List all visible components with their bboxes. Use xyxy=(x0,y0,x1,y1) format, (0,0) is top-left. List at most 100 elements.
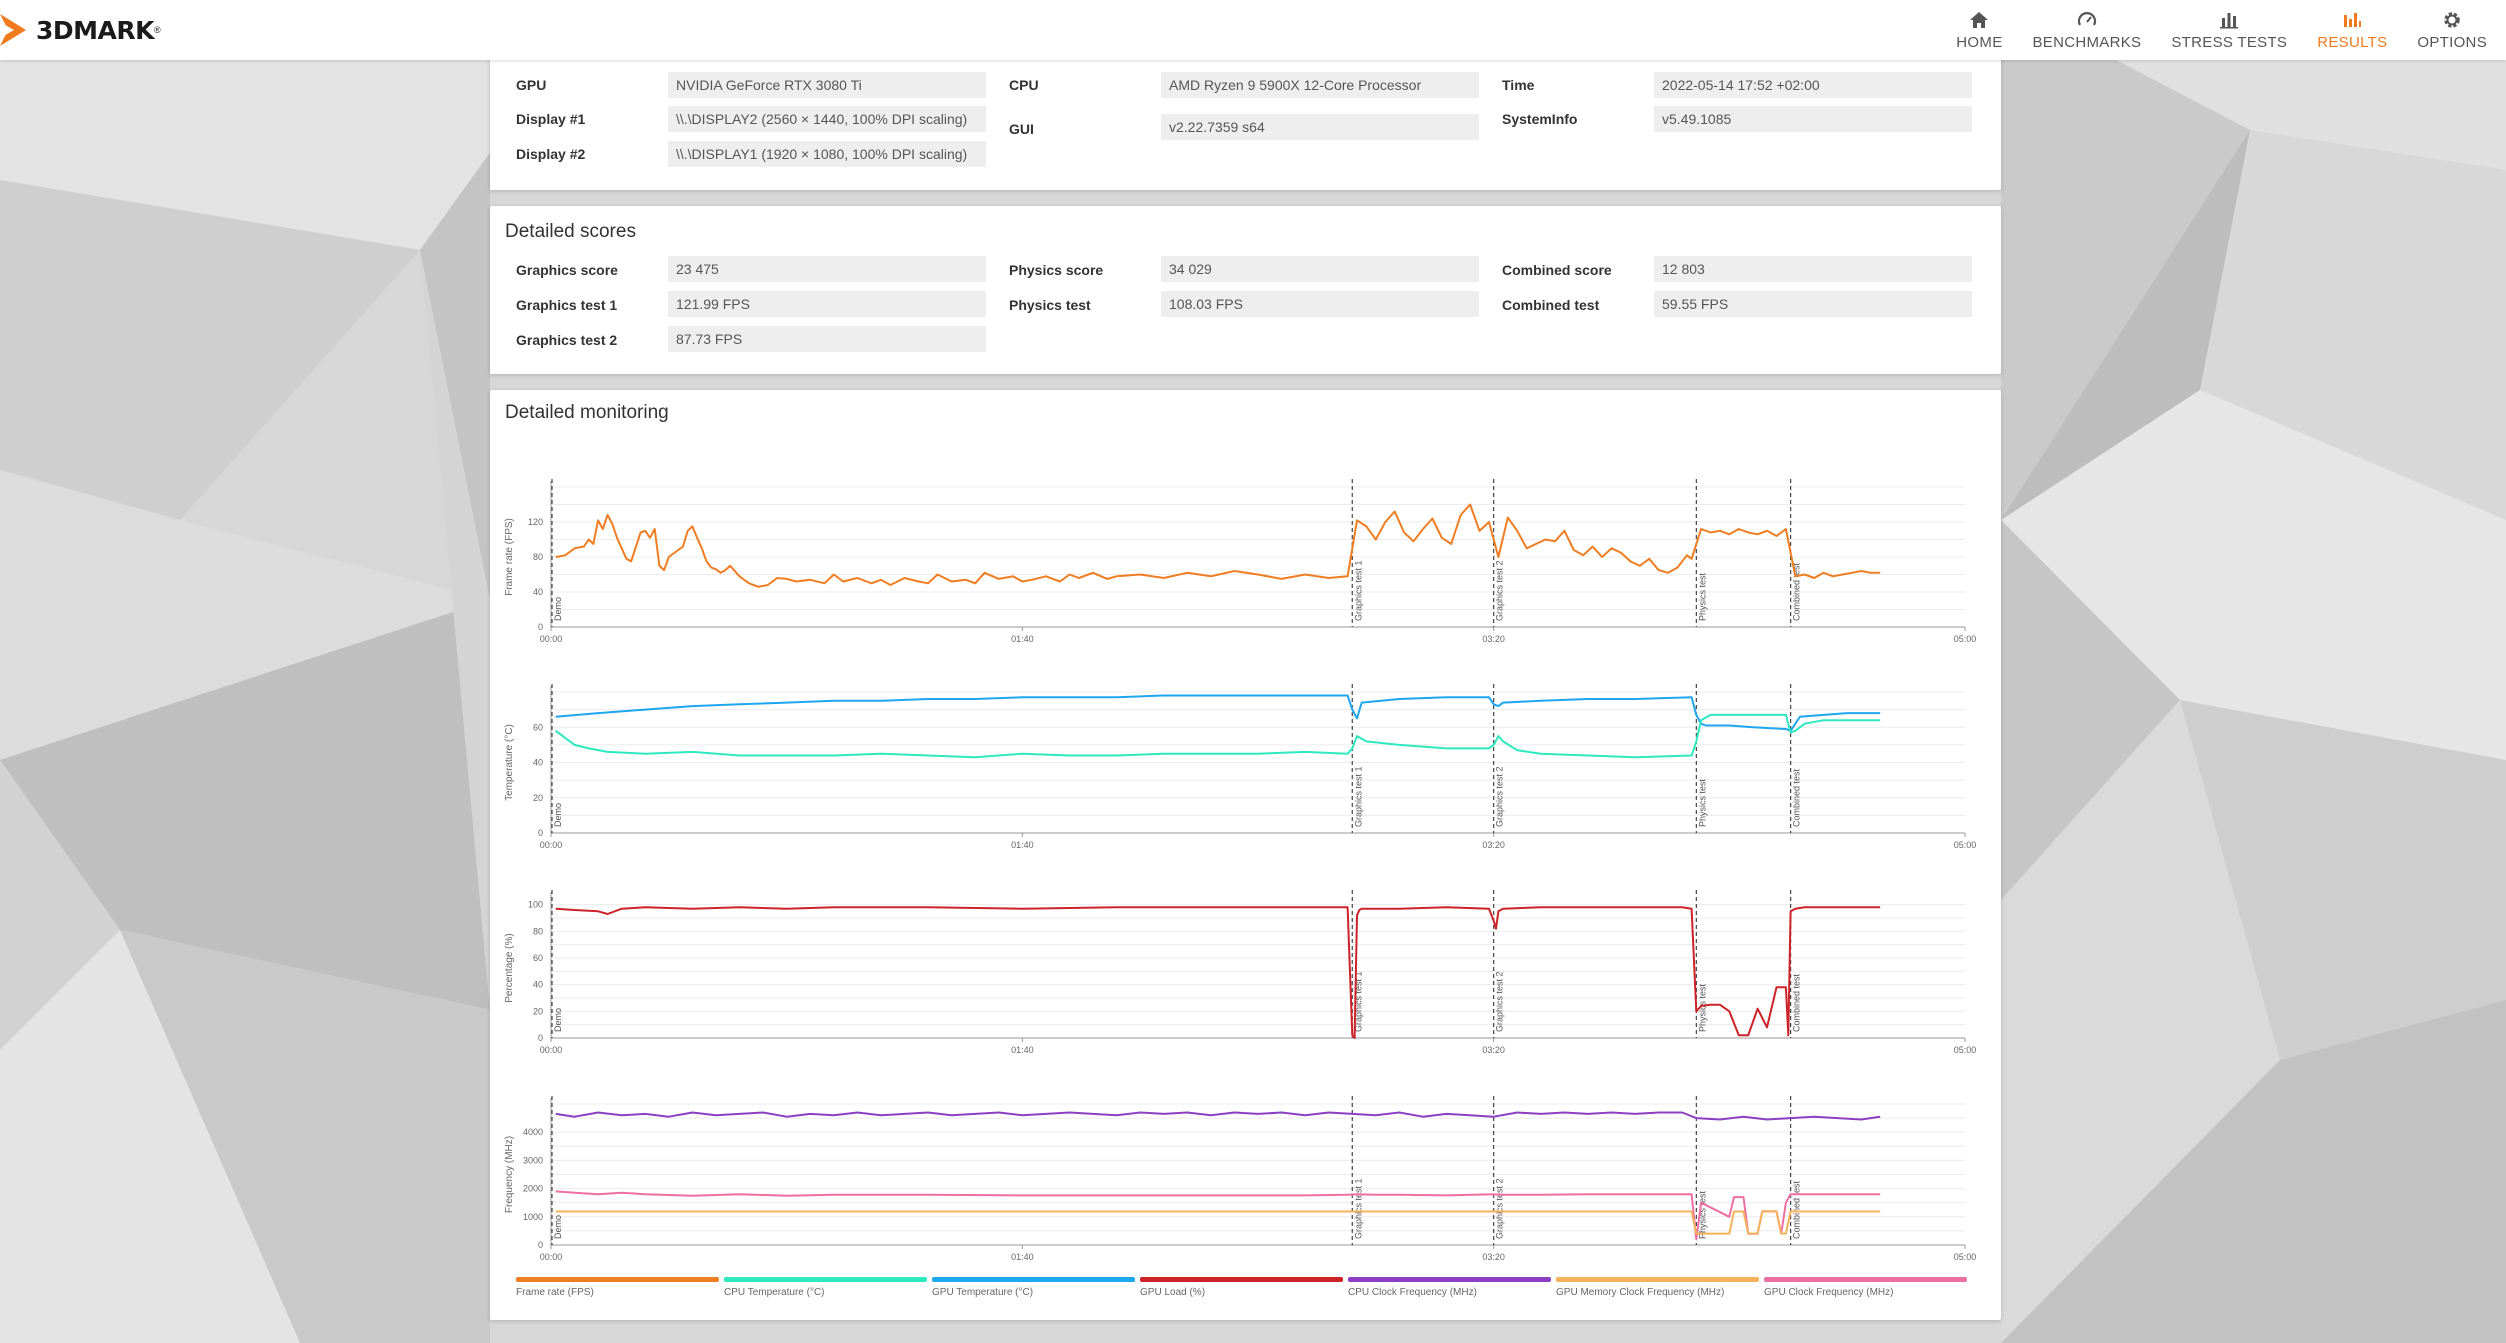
y-tick-label: 0 xyxy=(538,1240,543,1250)
display1-value: \\.\DISPLAY2 (2560 × 1440, 100% DPI scal… xyxy=(668,106,986,132)
y-tick-label: 80 xyxy=(533,926,543,936)
y-tick-label: 0 xyxy=(538,622,543,632)
nav-results-label: RESULTS xyxy=(2317,34,2388,51)
y-tick-label: 20 xyxy=(533,793,543,803)
phase-marker-label: Demo xyxy=(553,1215,563,1239)
y-axis-label: Temperature (°C) xyxy=(504,724,515,801)
x-tick-label: 00:00 xyxy=(540,1045,563,1055)
legend-item[interactable]: GPU Load (%) xyxy=(1140,1277,1343,1298)
time-value: 2022-05-14 17:52 +02:00 xyxy=(1654,72,1972,98)
graphics-test2-value: 87.73 FPS xyxy=(668,326,986,352)
y-tick-label: 40 xyxy=(533,980,543,990)
nav-benchmarks[interactable]: BENCHMARKS xyxy=(2018,0,2157,60)
y-tick-label: 20 xyxy=(533,1006,543,1016)
nav-stress-tests-label: STRESS TESTS xyxy=(2171,34,2288,51)
nav-benchmarks-label: BENCHMARKS xyxy=(2032,34,2142,51)
legend-item[interactable]: GPU Clock Frequency (MHz) xyxy=(1764,1277,1967,1298)
display1-label: Display #1 xyxy=(516,111,586,127)
phase-marker-label: Combined test xyxy=(1792,768,1802,827)
phase-marker-label: Physics test xyxy=(1697,1190,1707,1239)
gpu-value: NVIDIA GeForce RTX 3080 Ti xyxy=(668,72,986,98)
y-tick-label: 40 xyxy=(533,587,543,597)
x-tick-label: 05:00 xyxy=(1954,1252,1977,1262)
gear-icon xyxy=(2444,12,2460,28)
legend-item[interactable]: GPU Memory Clock Frequency (MHz) xyxy=(1556,1277,1759,1298)
legend-swatch xyxy=(1140,1277,1343,1282)
x-tick-label: 05:00 xyxy=(1954,634,1977,644)
bar-chart-icon xyxy=(2220,13,2239,29)
gui-value: v2.22.7359 s64 xyxy=(1161,114,1479,140)
phase-marker-label: Graphics test 1 xyxy=(1353,560,1363,621)
phase-marker-label: Demo xyxy=(553,803,563,827)
nav-results[interactable]: RESULTS xyxy=(2302,0,2402,60)
phase-marker-label: Demo xyxy=(553,597,563,621)
y-tick-label: 3000 xyxy=(523,1155,543,1165)
phase-marker-label: Graphics test 2 xyxy=(1495,766,1505,827)
x-tick-label: 00:00 xyxy=(540,1252,563,1262)
legend-label: Frame rate (FPS) xyxy=(516,1287,594,1298)
cpu-value: AMD Ryzen 9 5900X 12-Core Processor xyxy=(1161,72,1479,98)
x-tick-label: 03:20 xyxy=(1482,634,1505,644)
y-axis-label: Frequency (MHz) xyxy=(504,1136,515,1213)
graphics-test2-label: Graphics test 2 xyxy=(516,332,618,348)
y-axis-label: Percentage (%) xyxy=(504,933,515,1002)
legend-label: GPU Temperature (°C) xyxy=(932,1287,1034,1298)
y-tick-label: 80 xyxy=(533,552,543,562)
legend-item[interactable]: CPU Clock Frequency (MHz) xyxy=(1348,1277,1551,1298)
y-tick-label: 60 xyxy=(533,722,543,732)
x-tick-label: 01:40 xyxy=(1011,1045,1034,1055)
system-info-card: GPU NVIDIA GeForce RTX 3080 Ti Display #… xyxy=(490,55,2001,190)
legend-item[interactable]: GPU Temperature (°C) xyxy=(932,1277,1135,1298)
detailed-monitoring-title: Detailed monitoring xyxy=(505,402,669,423)
legend-label: CPU Temperature (°C) xyxy=(724,1287,825,1298)
legend-item[interactable]: Frame rate (FPS) xyxy=(516,1277,719,1298)
phase-marker-label: Graphics test 1 xyxy=(1353,766,1363,827)
y-tick-label: 0 xyxy=(538,828,543,838)
x-tick-label: 01:40 xyxy=(1011,1252,1034,1262)
legend-swatch xyxy=(516,1277,719,1282)
series-line-gpu-temperature-c xyxy=(555,694,1881,732)
graphics-test1-label: Graphics test 1 xyxy=(516,297,618,313)
combined-test-label: Combined test xyxy=(1502,297,1600,313)
x-tick-label: 01:40 xyxy=(1011,840,1034,850)
app-logo[interactable]: 3DMARK ® xyxy=(0,10,161,50)
phase-marker-label: Graphics test 2 xyxy=(1495,971,1505,1032)
x-tick-label: 03:20 xyxy=(1482,1045,1505,1055)
x-tick-label: 03:20 xyxy=(1482,840,1505,850)
physics-score-label: Physics score xyxy=(1009,262,1104,278)
phase-marker-label: Demo xyxy=(553,1008,563,1032)
y-tick-label: 120 xyxy=(528,517,543,527)
nav-home-label: HOME xyxy=(1956,34,2003,51)
gauge-icon xyxy=(2077,12,2097,26)
main-nav: HOME BENCHMARKS STRESS TESTS xyxy=(1941,0,2502,60)
display2-label: Display #2 xyxy=(516,146,586,162)
phase-marker-label: Combined test xyxy=(1792,562,1802,621)
y-tick-label: 40 xyxy=(533,758,543,768)
series-line-cpu-temperature-c xyxy=(555,713,1881,759)
legend-swatch xyxy=(1556,1277,1759,1282)
series-line-gpu-load xyxy=(555,906,1881,1039)
logo-mark-icon xyxy=(0,14,26,46)
home-icon xyxy=(1970,12,1989,28)
nav-options[interactable]: OPTIONS xyxy=(2402,0,2502,60)
x-tick-label: 00:00 xyxy=(540,634,563,644)
physics-score-value: 34 029 xyxy=(1161,256,1479,282)
y-tick-label: 2000 xyxy=(523,1184,543,1194)
graphics-score-value: 23 475 xyxy=(668,256,986,282)
top-bar: 3DMARK ® HOME BENCHMARKS STRESS TESTS xyxy=(0,0,2506,60)
series-line-gpu-memory-clock-frequency-mhz xyxy=(555,1210,1881,1235)
physics-test-label: Physics test xyxy=(1009,297,1091,313)
y-tick-label: 60 xyxy=(533,953,543,963)
gui-label: GUI xyxy=(1009,121,1034,137)
nav-home[interactable]: HOME xyxy=(1941,0,2017,60)
y-tick-label: 1000 xyxy=(523,1212,543,1222)
nav-options-label: OPTIONS xyxy=(2417,34,2487,51)
chart-legend: Frame rate (FPS) CPU Temperature (°C) GPU … xyxy=(516,1277,1976,1307)
legend-item[interactable]: CPU Temperature (°C) xyxy=(724,1277,927,1298)
combined-score-label: Combined score xyxy=(1502,262,1612,278)
legend-label: GPU Clock Frequency (MHz) xyxy=(1764,1287,1894,1298)
series-line-cpu-clock-frequency-mhz xyxy=(555,1111,1881,1121)
detailed-monitoring-card: Detailed monitoring xyxy=(490,390,2001,1320)
nav-stress-tests[interactable]: STRESS TESTS xyxy=(2156,0,2302,60)
phase-marker-label: Physics test xyxy=(1697,572,1707,621)
